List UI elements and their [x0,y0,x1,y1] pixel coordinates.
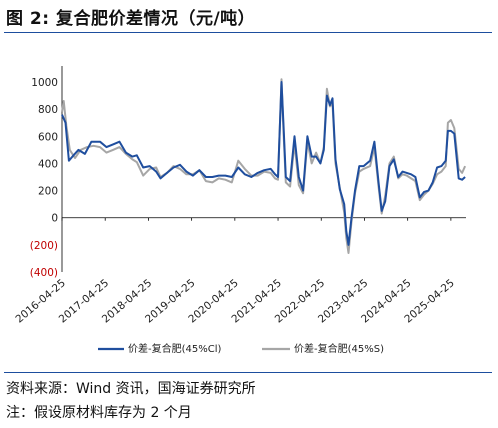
top-rule [4,32,492,33]
series-layer [61,78,467,254]
y-tick-label: 600 [38,131,58,143]
y-axis: 1000 800 600 400 200 0 (200) (400) [30,66,63,279]
bottom-rule [4,372,492,373]
legend-label-s: 价差-复合肥(45%S) [294,342,384,355]
series-line-s [61,78,467,254]
x-tick-labels: 2016-04-252017-04-252018-04-252019-04-25… [13,217,457,326]
figure-title: 图 2: 复合肥价差情况（元/吨） [6,9,256,29]
y-tick-label: (200) [30,240,58,252]
y-tick-label: 0 [51,213,58,225]
chart: 1000 800 600 400 200 0 (200) (400) 2016-04-2520… [13,66,467,355]
y-tick-label: (400) [30,267,58,279]
y-tick-label: 200 [38,186,58,198]
legend-label-cl: 价差-复合肥(45%Cl) [128,342,221,355]
y-tick-label: 1000 [31,77,58,89]
y-tick-labels: 1000 800 600 400 200 0 (200) (400) [30,77,58,279]
source-note: 资料来源：Wind 资讯，国海证券研究所 [6,381,256,397]
assumption-note: 注：假设原材料库存为 2 个月 [6,405,192,421]
y-tick-label: 800 [38,104,58,116]
legend: 价差-复合肥(45%Cl) 价差-复合肥(45%S) [98,342,384,355]
y-tick-label: 400 [38,158,58,170]
series-line-cl [61,81,466,246]
